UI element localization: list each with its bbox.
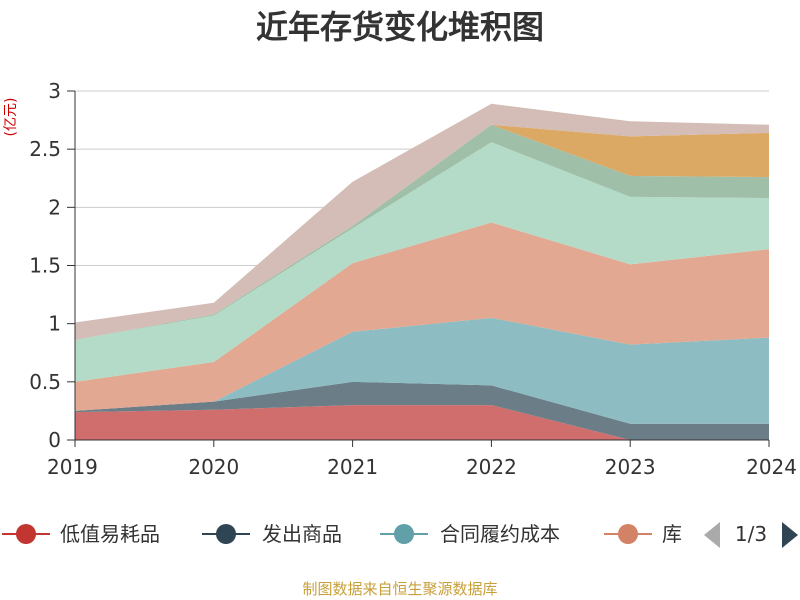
x-tick-label: 2019 xyxy=(47,455,98,479)
area-series-band xyxy=(75,124,769,340)
area-series-band xyxy=(75,142,769,382)
legend-item-inventory-goods[interactable]: 库 xyxy=(604,522,682,546)
legend-label: 发出商品 xyxy=(262,522,342,546)
legend-next-page-icon[interactable] xyxy=(782,522,798,548)
x-tick-label: 2022 xyxy=(466,455,517,479)
area-series-band xyxy=(75,381,769,440)
area-series-band xyxy=(75,103,769,340)
legend: 低值易耗品 发出商品 合同履约成本 库 1/3 xyxy=(2,522,798,548)
axes: 2019 2020 2021 2022 2023 2024 xyxy=(47,91,797,479)
y-tick-label: 1.5 xyxy=(29,254,61,278)
y-tick-label: 0.5 xyxy=(29,370,61,394)
legend-item-contract-cost[interactable]: 合同履约成本 xyxy=(380,522,560,546)
y-tick-label: 3 xyxy=(48,79,61,103)
area-series xyxy=(75,103,769,440)
chart-title: 近年存货变化堆积图 xyxy=(256,8,544,46)
area-series-band xyxy=(75,222,769,411)
legend-item-low-value-consumables[interactable]: 低值易耗品 xyxy=(2,522,160,546)
legend-label: 低值易耗品 xyxy=(60,522,160,546)
y-tick-label: 2 xyxy=(48,195,61,219)
y-tick-label: 1 xyxy=(48,312,61,336)
x-tick-label: 2023 xyxy=(605,455,656,479)
legend-marker xyxy=(16,524,36,544)
legend-marker xyxy=(394,524,414,544)
area-series-band xyxy=(75,405,769,440)
y-axis-unit-label: (亿元) xyxy=(3,98,19,137)
legend-marker xyxy=(216,524,236,544)
legend-prev-page-icon[interactable] xyxy=(704,522,720,548)
area-series-band xyxy=(75,124,769,340)
x-tick-label: 2021 xyxy=(327,455,378,479)
x-tick-label: 2020 xyxy=(188,455,239,479)
legend-page-indicator: 1/3 xyxy=(735,522,767,546)
grid-lines: 0 0.5 1 1.5 2 2.5 3 xyxy=(29,79,769,452)
legend-label: 合同履约成本 xyxy=(440,522,560,546)
legend-item-goods-shipped[interactable]: 发出商品 xyxy=(202,522,342,546)
y-tick-label: 0 xyxy=(48,428,61,452)
area-series-band xyxy=(75,317,769,424)
data-source-note: 制图数据来自恒生聚源数据库 xyxy=(302,580,497,598)
legend-marker xyxy=(618,524,638,544)
legend-label: 库 xyxy=(662,522,682,546)
x-tick-label: 2024 xyxy=(746,455,797,479)
y-tick-label: 2.5 xyxy=(29,137,61,161)
